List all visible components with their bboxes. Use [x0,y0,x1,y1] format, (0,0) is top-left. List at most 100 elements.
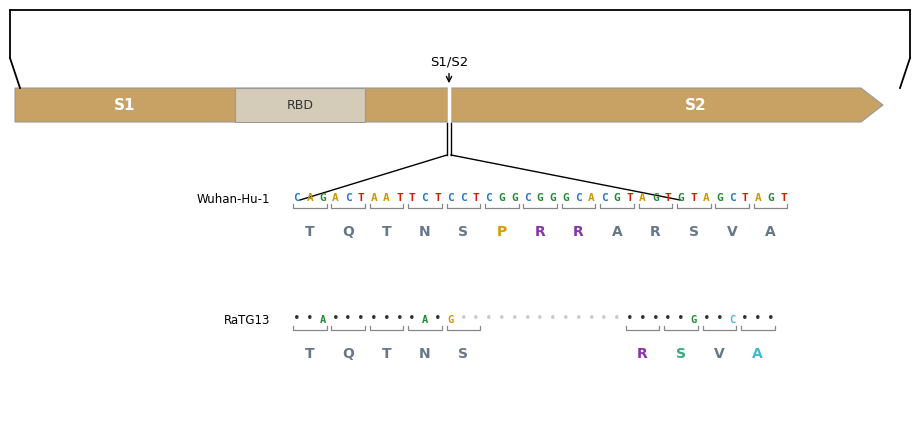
Text: •: • [395,312,403,325]
Text: •: • [600,312,607,325]
Text: A: A [306,193,312,203]
Text: •: • [702,312,709,325]
Text: T: T [305,225,314,239]
Text: Q: Q [342,225,354,239]
Text: •: • [562,312,569,325]
Text: G: G [613,193,619,203]
Text: T: T [381,225,391,239]
Text: C: C [524,193,530,203]
Text: G: G [715,193,722,203]
Text: A: A [370,193,377,203]
Text: Q: Q [342,347,354,361]
Text: T: T [434,193,441,203]
Text: G: G [549,193,556,203]
Text: T: T [689,193,697,203]
Text: •: • [408,312,415,325]
Text: •: • [369,312,377,325]
Text: •: • [715,312,722,325]
Text: C: C [600,193,607,203]
Text: T: T [357,193,364,203]
Text: G: G [766,193,773,203]
Bar [234,88,365,122]
Text: •: • [549,312,556,325]
Text: G: G [447,315,453,325]
Text: T: T [305,347,314,361]
Text: T: T [381,347,391,361]
Text: G: G [498,193,505,203]
Text: S: S [675,347,686,361]
Text: •: • [344,312,352,325]
Text: T: T [395,193,403,203]
Text: •: • [523,312,530,325]
Text: A: A [422,315,427,325]
Text: C: C [485,193,492,203]
Text: R: R [534,225,545,239]
Text: •: • [510,312,517,325]
Text: R: R [573,225,584,239]
Text: S: S [458,347,468,361]
Text: R: R [650,225,660,239]
Text: T: T [741,193,747,203]
Text: •: • [434,312,441,325]
Text: G: G [562,193,569,203]
Text: N: N [419,225,430,239]
Text: RBD: RBD [286,99,313,111]
Text: C: C [293,193,300,203]
Text: C: C [728,193,735,203]
Text: G: G [537,193,543,203]
Text: •: • [638,312,646,325]
Text: •: • [306,312,313,325]
Text: S: S [688,225,698,239]
Text: C: C [460,193,466,203]
Text: G: G [677,193,684,203]
Text: C: C [728,315,734,325]
Text: A: A [765,225,775,239]
Text: •: • [460,312,467,325]
Text: •: • [382,312,390,325]
Text: Wuhan-Hu-1: Wuhan-Hu-1 [197,193,269,206]
Text: T: T [664,193,671,203]
Text: V: V [726,225,737,239]
FancyArrow shape [15,88,882,122]
Text: •: • [331,312,339,325]
Text: G: G [652,193,658,203]
Text: T: T [626,193,632,203]
Text: •: • [613,312,620,325]
Text: •: • [536,312,543,325]
Text: S: S [458,225,468,239]
Text: N: N [419,347,430,361]
Text: G: G [319,193,325,203]
Text: G: G [511,193,517,203]
Text: A: A [319,315,325,325]
Text: •: • [651,312,658,325]
Text: A: A [752,347,763,361]
Text: •: • [574,312,582,325]
Text: •: • [766,312,774,325]
Text: T: T [779,193,786,203]
Text: •: • [497,312,505,325]
Text: T: T [472,193,479,203]
Text: S1/S2: S1/S2 [429,55,468,82]
Text: A: A [639,193,645,203]
Text: R: R [637,347,647,361]
Text: •: • [587,312,595,325]
Text: C: C [345,193,351,203]
Text: •: • [293,312,301,325]
Text: C: C [447,193,453,203]
Text: P: P [496,225,506,239]
Text: •: • [484,312,493,325]
Text: A: A [332,193,338,203]
Text: •: • [754,312,761,325]
Text: T: T [408,193,415,203]
Text: A: A [587,193,594,203]
Text: S1: S1 [114,97,136,113]
Text: •: • [741,312,748,325]
Text: •: • [472,312,480,325]
Text: •: • [625,312,633,325]
Text: A: A [611,225,621,239]
Text: G: G [690,315,697,325]
Text: C: C [574,193,582,203]
Text: C: C [421,193,428,203]
Text: RaTG13: RaTG13 [223,314,269,328]
Text: A: A [383,193,390,203]
